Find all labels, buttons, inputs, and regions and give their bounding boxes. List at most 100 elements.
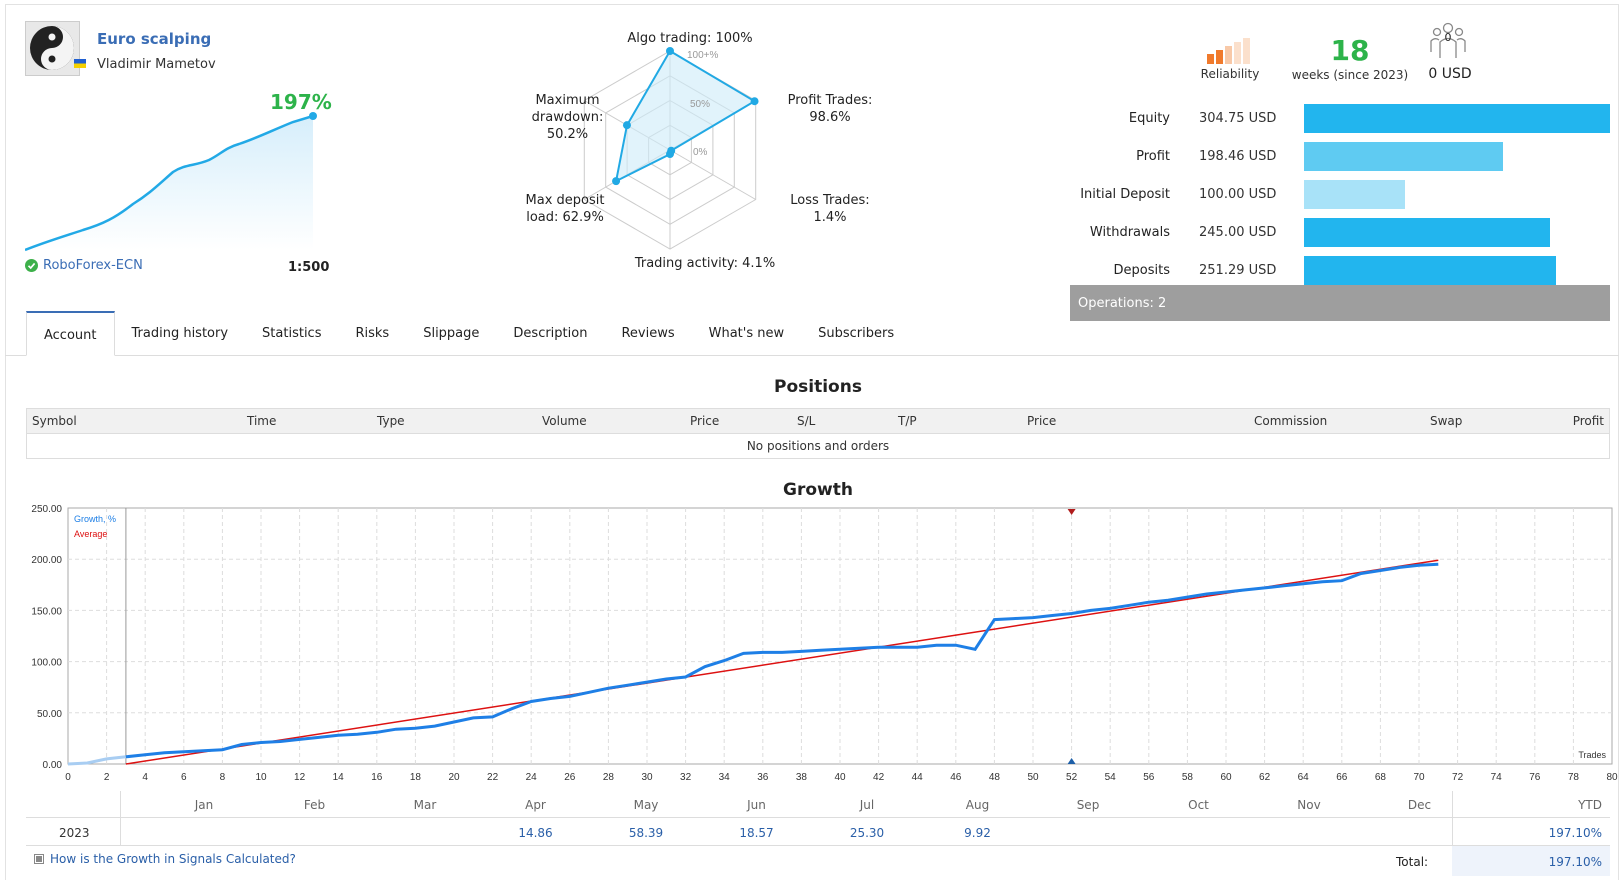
- tab-description[interactable]: Description: [513, 326, 588, 341]
- col-commission[interactable]: Commission: [1254, 414, 1328, 428]
- col-volume[interactable]: Volume: [542, 414, 587, 428]
- month-nov: Nov: [1297, 798, 1321, 812]
- x-tick-label: 80: [1606, 772, 1618, 783]
- radar-point-activity: [666, 150, 674, 159]
- weeks-value: 18: [1330, 34, 1370, 67]
- ytd-value: 197.10%: [1548, 826, 1602, 840]
- y-tick-label: 250.00: [31, 504, 62, 515]
- broker-link[interactable]: RoboForex-ECN: [25, 258, 143, 273]
- col-profit[interactable]: Profit: [1572, 414, 1604, 428]
- verified-check-icon: [25, 259, 38, 272]
- col-sl[interactable]: S/L: [797, 414, 816, 428]
- reliability-bars-icon: [1207, 38, 1250, 64]
- tab-trading-history[interactable]: Trading history: [131, 326, 229, 341]
- x-tick-label: 0: [65, 772, 71, 783]
- x-tick-label: 66: [1336, 772, 1348, 783]
- radar-chart: 100+% 50% 0%: [583, 47, 759, 250]
- month-value-may[interactable]: 58.39: [628, 826, 664, 840]
- reliability-label: Reliability: [1200, 67, 1260, 81]
- x-tick-label: 20: [448, 772, 460, 783]
- top-marker-triangle[interactable]: [1067, 509, 1076, 515]
- month-value-jul[interactable]: 25.30: [849, 826, 885, 840]
- x-tick-label: 28: [603, 772, 615, 783]
- positions-empty-message: No positions and orders: [746, 439, 890, 453]
- month-value-aug[interactable]: 9.92: [964, 826, 991, 840]
- ytd-header: YTD: [1578, 798, 1602, 812]
- growth-total-row: Total: 197.10%: [26, 846, 1610, 876]
- tab-subscribers[interactable]: Subscribers: [818, 326, 895, 341]
- tab-bar: Account Trading history Statistics Risks…: [26, 311, 911, 356]
- growth-table-divider-ytd: [1452, 791, 1453, 873]
- bottom-marker-triangle[interactable]: [1067, 758, 1076, 764]
- signal-avatar[interactable]: [25, 21, 80, 76]
- weeks-label: weeks (since 2023): [1291, 68, 1409, 82]
- month-value-jun[interactable]: 18.57: [739, 826, 774, 840]
- profit-value: 198.46 USD: [1199, 149, 1277, 164]
- withdrawals-bar: [1304, 218, 1550, 247]
- profit-trades-title: Profit Trades:: [787, 93, 873, 108]
- col-time[interactable]: Time: [247, 414, 277, 428]
- withdrawals-label: Withdrawals: [1089, 225, 1170, 240]
- col-swap[interactable]: Swap: [1430, 414, 1463, 428]
- tab-statistics[interactable]: Statistics: [262, 326, 322, 341]
- col-price[interactable]: Price: [690, 414, 720, 428]
- radar-label-profit-trades: Profit Trades: 98.6%: [780, 92, 880, 126]
- radar-label-activity: Trading activity: 4.1%: [634, 256, 776, 271]
- tab-whats-new[interactable]: What's new: [708, 326, 785, 341]
- month-apr: Apr: [525, 798, 546, 812]
- total-value: 197.10%: [1548, 855, 1602, 869]
- tab-account[interactable]: Account: [26, 311, 115, 356]
- author-name[interactable]: Vladimir Mametov: [97, 57, 216, 72]
- x-tick-label: 34: [719, 772, 731, 783]
- col-symbol[interactable]: Symbol: [32, 414, 77, 428]
- radar-point-algo: [666, 47, 674, 55]
- month-value-apr[interactable]: 14.86: [518, 826, 553, 840]
- total-cell-bg: [1452, 846, 1610, 876]
- drawdown-value: 50.2%: [546, 127, 589, 142]
- month-feb: Feb: [303, 798, 326, 812]
- y-tick-label: 200.00: [31, 555, 62, 566]
- x-tick-label: 76: [1529, 772, 1541, 783]
- deposits-label: Deposits: [1113, 263, 1170, 278]
- subscribers-value: 0 USD: [1428, 66, 1472, 82]
- growth-year-row: 2023 14.86 58.39 18.57 25.30 9.92 197.10%: [26, 818, 1610, 846]
- average-line: [125, 559, 1439, 765]
- radar-label-algo: Algo trading: 100%: [627, 31, 753, 46]
- signal-name-link[interactable]: Euro scalping: [97, 30, 212, 48]
- y-tick-label: 100.00: [31, 658, 62, 669]
- tab-risks[interactable]: Risks: [355, 326, 390, 341]
- x-tick-label: 42: [873, 772, 885, 783]
- month-aug: Aug: [965, 798, 990, 812]
- x-tick-label: 60: [1220, 772, 1232, 783]
- legend-average: Average: [74, 529, 107, 539]
- profit-trades-value: 98.6%: [809, 110, 851, 125]
- x-tick-label: 56: [1143, 772, 1155, 783]
- x-tick-label: 26: [564, 772, 576, 783]
- x-tick-label: 22: [487, 772, 499, 783]
- x-tick-label: 32: [680, 772, 692, 783]
- ukraine-flag-icon: [74, 59, 86, 68]
- radar-point-drawdown: [622, 121, 631, 130]
- x-tick-label: 6: [181, 772, 187, 783]
- x-tick-label: 14: [333, 772, 345, 783]
- growth-title: Growth: [783, 480, 853, 500]
- equity-bar: [1304, 104, 1610, 133]
- operations-bar[interactable]: Operations: 2: [1070, 285, 1610, 321]
- page-frame: [5, 4, 1619, 880]
- col-price-current[interactable]: Price: [1027, 414, 1057, 428]
- radar-scale-0: 0%: [693, 147, 708, 158]
- x-tick-label: 62: [1259, 772, 1271, 783]
- x-tick-label: 40: [834, 772, 846, 783]
- tab-slippage[interactable]: Slippage: [423, 326, 480, 341]
- x-tick-label: 74: [1491, 772, 1503, 783]
- max-load-title: Max deposit: [525, 193, 605, 208]
- help-doc-icon: [34, 854, 44, 864]
- growth-help-link[interactable]: How is the Growth in Signals Calculated?: [34, 852, 296, 866]
- deposits-value: 251.29 USD: [1199, 263, 1277, 278]
- sparkline-end-point: [309, 112, 317, 120]
- tab-reviews[interactable]: Reviews: [621, 326, 675, 341]
- x-tick-label: 4: [142, 772, 148, 783]
- col-type[interactable]: Type: [377, 414, 405, 428]
- col-tp[interactable]: T/P: [898, 414, 917, 428]
- x-tick-label: 44: [912, 772, 924, 783]
